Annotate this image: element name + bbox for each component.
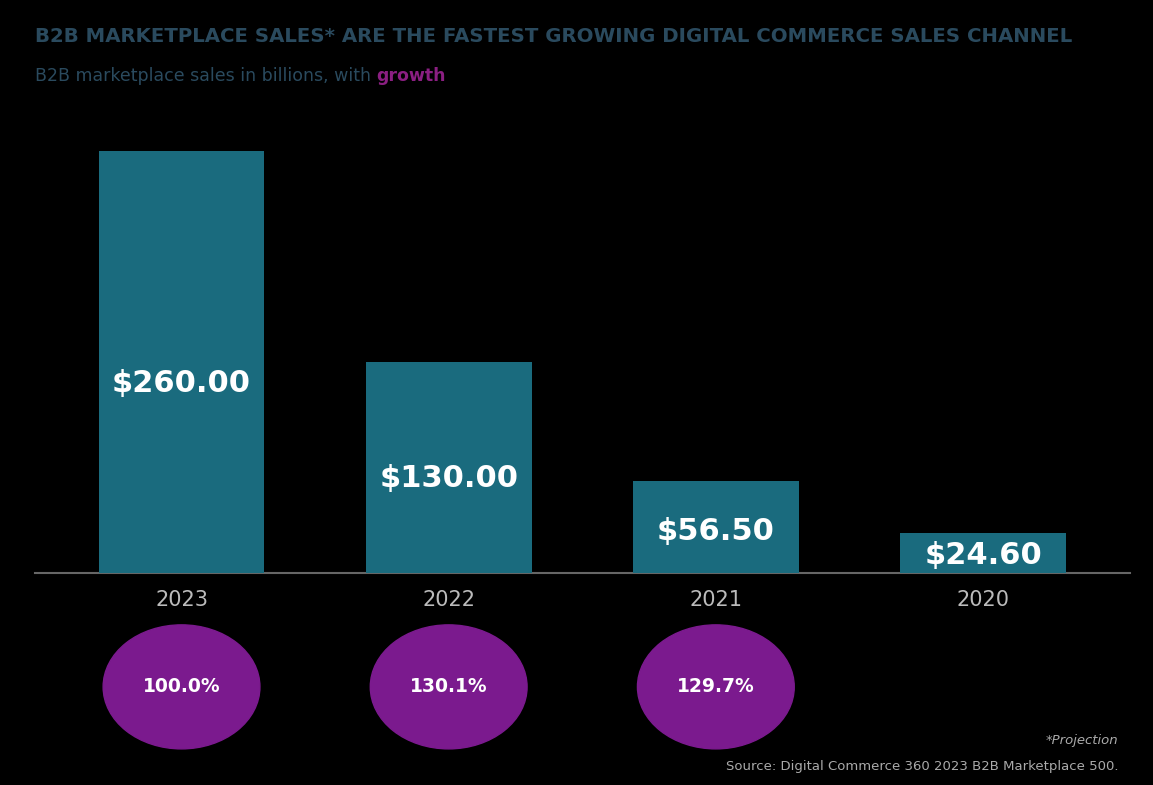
Text: growth: growth xyxy=(376,67,445,85)
Text: *Projection: *Projection xyxy=(1046,734,1118,747)
Text: B2B MARKETPLACE SALES* ARE THE FASTEST GROWING DIGITAL COMMERCE SALES CHANNEL: B2B MARKETPLACE SALES* ARE THE FASTEST G… xyxy=(35,27,1072,46)
Bar xyxy=(99,151,264,573)
Text: $56.50: $56.50 xyxy=(657,517,775,546)
Bar xyxy=(900,533,1065,573)
Text: $260.00: $260.00 xyxy=(112,368,251,397)
Bar xyxy=(366,362,532,573)
Text: Source: Digital Commerce 360 2023 B2B Marketplace 500.: Source: Digital Commerce 360 2023 B2B Ma… xyxy=(726,760,1118,773)
Text: B2B marketplace sales in billions, with: B2B marketplace sales in billions, with xyxy=(35,67,376,85)
Text: 129.7%: 129.7% xyxy=(677,677,755,696)
Text: 100.0%: 100.0% xyxy=(143,677,220,696)
Text: 130.1%: 130.1% xyxy=(409,677,488,696)
Text: $130.00: $130.00 xyxy=(379,463,518,492)
Text: $24.60: $24.60 xyxy=(924,541,1042,570)
Bar xyxy=(633,481,799,573)
